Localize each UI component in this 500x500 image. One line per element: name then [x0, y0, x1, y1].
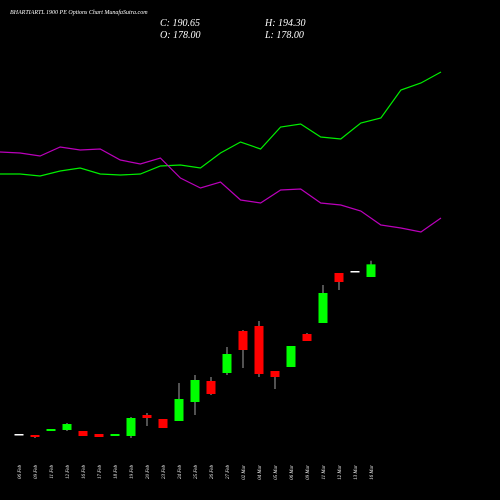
x-tick-label: 25 Feb [194, 465, 199, 480]
candle-body [318, 293, 328, 323]
ohlc-label: L: 178.00 [264, 30, 304, 41]
x-tick-label: 02 Mar [242, 465, 247, 480]
candle-body [110, 434, 120, 436]
x-tick-label: 18 Feb [114, 465, 119, 480]
candle-body [94, 434, 104, 437]
x-tick-label: 12 Feb [66, 465, 71, 480]
candle-body [78, 431, 88, 436]
candle-body [286, 346, 296, 367]
x-tick-label: 12 Mar [338, 465, 343, 480]
candle-body [254, 326, 264, 374]
candle-body [366, 264, 376, 277]
x-tick-label: 23 Feb [162, 465, 167, 480]
x-tick-label: 16 Feb [82, 465, 87, 480]
x-tick-label: 04 Mar [258, 465, 263, 480]
x-tick-label: 06 Mar [290, 465, 295, 480]
candle-body [206, 381, 216, 394]
candle-body [238, 331, 248, 350]
candle-body [350, 271, 360, 273]
ohlc-label: O: 178.00 [160, 30, 201, 41]
candle-body [142, 415, 152, 418]
x-tick-label: 27 Feb [226, 465, 231, 480]
x-tick-label: 16 Mar [370, 465, 375, 480]
x-tick-label: 11 Feb [50, 465, 55, 479]
x-tick-label: 20 Feb [146, 465, 151, 480]
candle-body [334, 273, 344, 282]
candle-body [30, 435, 40, 437]
x-tick-label: 09 Mar [306, 465, 311, 480]
overlay-line [0, 71, 442, 177]
ohlc-label: C: 190.65 [160, 18, 200, 29]
x-tick-label: 17 Feb [98, 465, 103, 480]
x-tick-label: 19 Feb [130, 465, 135, 480]
ohlc-label: H: 194.30 [264, 18, 306, 29]
x-tick-label: 06 Feb [18, 465, 23, 480]
x-tick-label: 24 Feb [178, 465, 183, 480]
overlay-line [0, 146, 442, 233]
candle-body [126, 418, 136, 436]
x-tick-label: 26 Feb [210, 465, 215, 480]
candle-body [158, 419, 168, 428]
x-tick-label: 05 Mar [274, 465, 279, 480]
candle-body [62, 424, 72, 430]
chart-title: BHARTIARTL 1900 PE Options Chart MunafaS… [10, 9, 148, 16]
x-tick-label: 11 Mar [322, 465, 327, 480]
x-tick-label: 13 Mar [354, 465, 359, 480]
x-tick-label: 09 Feb [34, 465, 39, 480]
candle-body [222, 354, 232, 373]
candle-body [302, 334, 312, 341]
candle-body [46, 429, 56, 431]
candle-body [174, 399, 184, 421]
candle-body [270, 371, 280, 377]
candle-body [190, 380, 200, 402]
candle-body [14, 434, 24, 436]
